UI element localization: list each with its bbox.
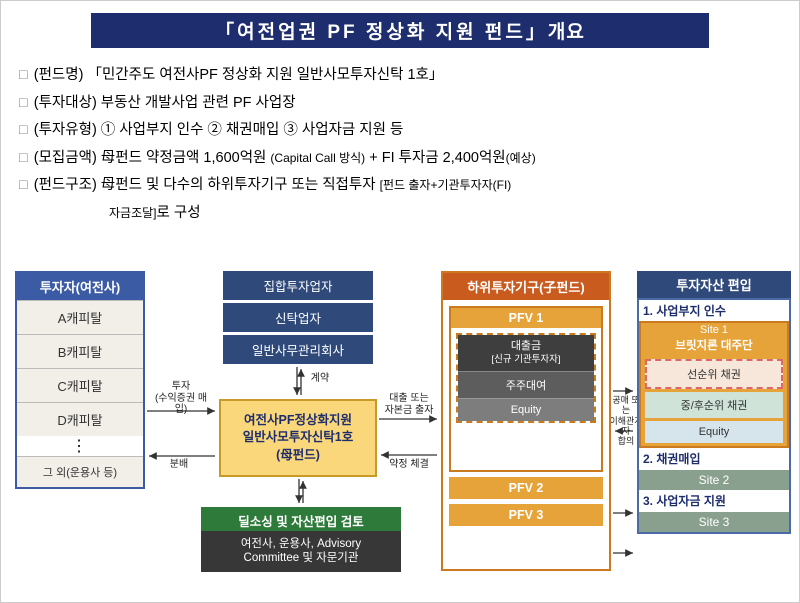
tranche-equity: Equity xyxy=(645,421,783,443)
bullet-icon: □ xyxy=(19,172,28,200)
diagram: 투자(수익증권 매입) 분배 계약 대출 또는자본금 출자 약정 체결 공매 또… xyxy=(1,271,800,591)
pfv1-inner: 대출금[신규 기관투자자] 주주대여 Equity xyxy=(456,333,596,423)
label-contract: 계약 xyxy=(305,373,335,385)
tranche-mezz: 중/후순위 채권 xyxy=(645,392,783,418)
asset-section-1: 1. 사업부지 인수 Site 1 브릿지론 대주단 선순위 채권 중/후순위 … xyxy=(637,298,791,534)
advisory-body: 여전사, 운용사, AdvisoryCommittee 및 자문기관 xyxy=(201,531,401,572)
bullet-1: (펀드명) 「민간주도 여전사PF 정상화 지원 일반사모투자신탁 1호」 xyxy=(34,62,444,90)
investor-item: A캐피탈 xyxy=(17,300,143,334)
mother-fund: 여전사PF정상화지원 일반사모투자신탁1호 (母펀드) xyxy=(219,399,377,477)
investor-item: B캐피탈 xyxy=(17,334,143,368)
label-agree: 약정 체결 xyxy=(379,459,439,471)
bullet-3: (투자유형) ① 사업부지 인수 ② 채권매입 ③ 사업자금 지원 등 xyxy=(34,117,404,145)
bullet-4: (모집금액) 母펀드 약정금액 1,600억원 (Capital Call 방식… xyxy=(34,145,536,173)
investors-column: 투자자(여전사) A캐피탈 B캐피탈 C캐피탈 D캐피탈 ⋮ 그 외(운용사 등… xyxy=(15,271,145,489)
assets-column: 투자자산 편입 1. 사업부지 인수 Site 1 브릿지론 대주단 선순위 채… xyxy=(637,271,791,534)
pfv1-box: PFV 1 대출금[신규 기관투자자] 주주대여 Equity xyxy=(449,306,603,472)
pfv1-eq: Equity xyxy=(458,398,594,421)
tranche-senior: 선순위 채권 xyxy=(645,359,783,389)
site3: Site 3 xyxy=(639,512,789,532)
site2: Site 2 xyxy=(639,470,789,490)
investor-dots: ⋮ xyxy=(17,436,143,456)
investor-item: D캐피탈 xyxy=(17,402,143,436)
bullet-5a: (펀드구조) 母펀드 및 다수의 하위투자기구 또는 직접투자 [펀드 출자+기… xyxy=(34,172,512,200)
assets-header: 투자자산 편입 xyxy=(637,271,791,298)
title-main: 「여전업권 PF 정상화 지원 펀드」 xyxy=(215,22,548,43)
subfund-column: 하위투자기구(子펀드) PFV 1 대출금[신규 기관투자자] 주주대여 Equ… xyxy=(441,271,611,571)
site1-box: Site 1 브릿지론 대주단 선순위 채권 중/후순위 채권 Equity xyxy=(639,321,789,448)
bullet-list: □(펀드명) 「민간주도 여전사PF 정상화 지원 일반사모투자신탁 1호」 □… xyxy=(1,58,799,233)
bullet-icon: □ xyxy=(19,62,28,90)
investor-item: C캐피탈 xyxy=(17,368,143,402)
bullet-icon: □ xyxy=(19,145,28,173)
label-loan: 대출 또는자본금 출자 xyxy=(379,393,439,416)
asset-sub-3: 3. 사업자금 지원 xyxy=(639,490,789,511)
pfv1-shl: 주주대여 xyxy=(458,371,594,398)
subfund-header: 하위투자기구(子펀드) xyxy=(443,273,609,300)
title-suffix: 개요 xyxy=(548,22,585,43)
advisory-header: 딜소싱 및 자산편입 검토 xyxy=(201,507,401,534)
pfv3: PFV 3 xyxy=(449,504,603,526)
manager-1: 집합투자업자 xyxy=(223,271,373,300)
label-invest: 투자(수익증권 매입) xyxy=(149,381,213,416)
pfv1-loan: 대출금[신규 기관투자자] xyxy=(458,335,594,371)
investors-header: 투자자(여전사) xyxy=(17,273,143,300)
bullet-5b: 자금조달]로 구성 xyxy=(109,200,201,228)
site1-label: Site 1 xyxy=(641,323,787,337)
page: 「여전업권 PF 정상화 지원 펀드」개요 □(펀드명) 「민간주도 여전사PF… xyxy=(0,0,800,603)
bullet-icon: □ xyxy=(19,90,28,118)
pfv2: PFV 2 xyxy=(449,477,603,499)
asset-sub-2: 2. 채권매입 xyxy=(639,448,789,469)
manager-3: 일반사무관리회사 xyxy=(223,335,373,364)
bullet-2: (투자대상) 부동산 개발사업 관련 PF 사업장 xyxy=(34,90,296,118)
site1-sub: 브릿지론 대주단 xyxy=(641,337,787,356)
bullet-icon: □ xyxy=(19,117,28,145)
manager-2: 신탁업자 xyxy=(223,303,373,332)
title-bar: 「여전업권 PF 정상화 지원 펀드」개요 xyxy=(91,13,709,48)
pfv1-header: PFV 1 xyxy=(451,308,601,328)
asset-sub-1: 1. 사업부지 인수 xyxy=(639,300,789,321)
label-dist: 분배 xyxy=(159,459,199,471)
investor-other: 그 외(운용사 등) xyxy=(17,456,143,487)
